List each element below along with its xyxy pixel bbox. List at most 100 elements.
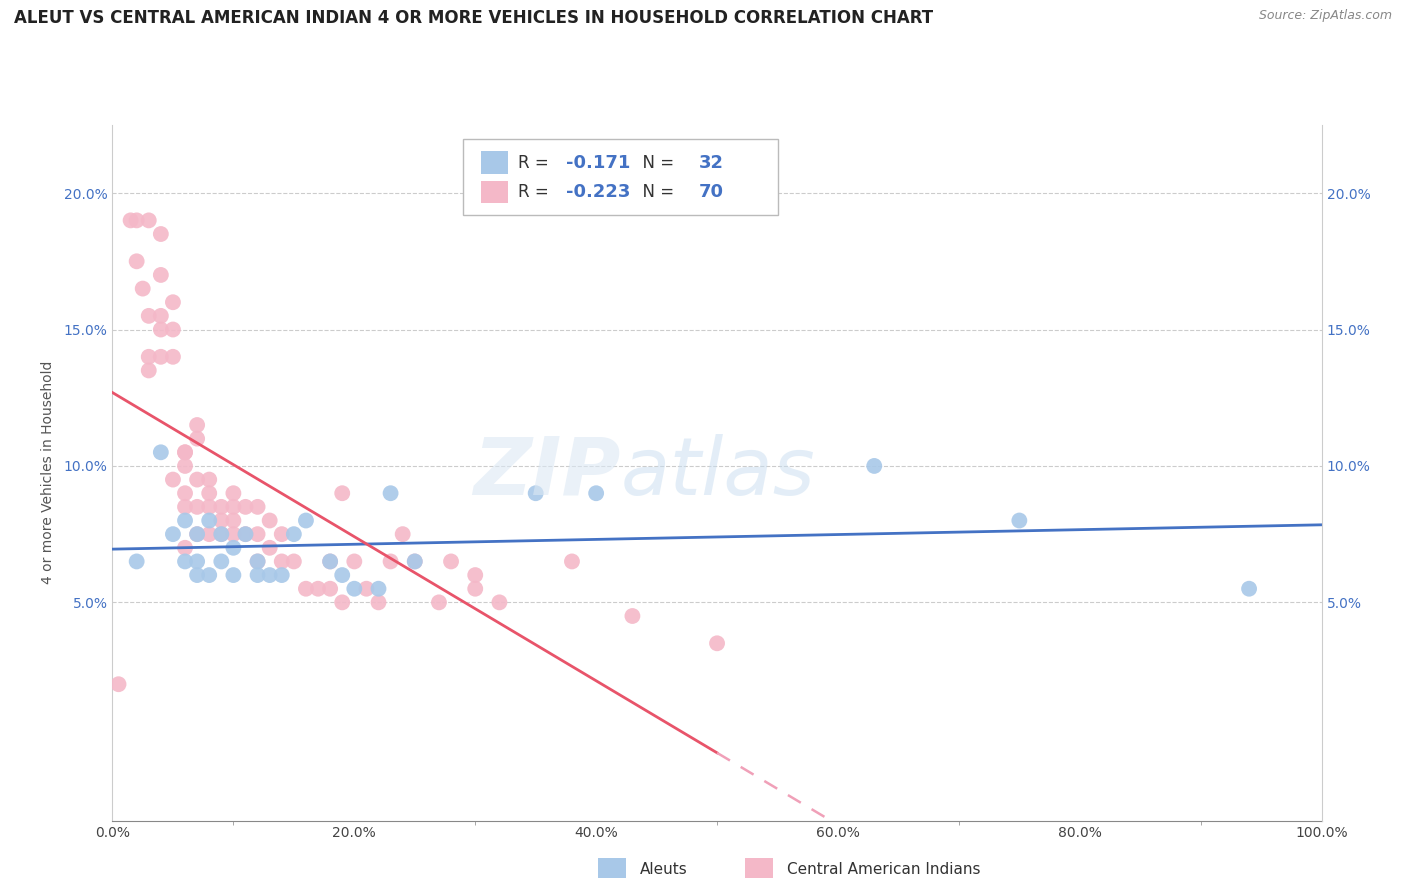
Bar (481, 180, 508, 202)
Text: ZIP: ZIP (472, 434, 620, 512)
Point (585, 486, 607, 500)
Point (198, 473, 221, 487)
Point (174, 554, 197, 568)
Point (295, 514, 318, 528)
Text: R =: R = (517, 154, 554, 172)
Point (186, 500, 208, 514)
Point (246, 527, 269, 541)
Point (283, 527, 305, 541)
Point (863, 458, 886, 473)
Point (222, 568, 245, 582)
Point (186, 417, 208, 432)
Text: N =: N = (633, 154, 679, 172)
Text: 70: 70 (699, 184, 724, 202)
Point (404, 554, 426, 568)
Point (198, 486, 221, 500)
Point (149, 445, 172, 459)
Point (246, 554, 269, 568)
Point (162, 322, 184, 336)
Point (222, 486, 245, 500)
Point (319, 582, 342, 596)
Point (343, 554, 366, 568)
Point (380, 554, 402, 568)
Point (186, 568, 208, 582)
Point (174, 458, 197, 473)
Point (343, 582, 366, 596)
Point (186, 473, 208, 487)
Point (209, 514, 232, 528)
Point (138, 213, 160, 227)
FancyBboxPatch shape (463, 139, 778, 215)
Point (174, 486, 197, 500)
Point (149, 309, 172, 323)
Point (174, 541, 197, 555)
Point (259, 541, 281, 555)
Point (125, 213, 148, 227)
Point (330, 595, 353, 609)
Point (1008, 514, 1031, 528)
Point (391, 527, 413, 541)
Text: N =: N = (633, 184, 679, 202)
Point (132, 282, 155, 296)
Point (621, 609, 644, 624)
Point (270, 554, 292, 568)
Text: Aleuts: Aleuts (640, 863, 688, 877)
Point (120, 213, 142, 227)
Point (222, 527, 245, 541)
Point (162, 350, 184, 364)
Point (235, 527, 257, 541)
Point (222, 541, 245, 555)
Text: -0.223: -0.223 (565, 184, 630, 202)
Point (488, 595, 510, 609)
Point (270, 527, 292, 541)
Point (138, 309, 160, 323)
Point (174, 445, 197, 459)
Point (380, 486, 402, 500)
Point (330, 568, 353, 582)
Point (209, 527, 232, 541)
Point (186, 554, 208, 568)
Point (307, 582, 329, 596)
Text: -0.171: -0.171 (565, 154, 630, 172)
Point (198, 568, 221, 582)
Point (149, 227, 172, 241)
Point (198, 514, 221, 528)
Point (222, 500, 245, 514)
Point (162, 527, 184, 541)
Point (186, 527, 208, 541)
Point (125, 554, 148, 568)
Point (404, 554, 426, 568)
Point (246, 568, 269, 582)
Text: 32: 32 (699, 154, 724, 172)
Point (198, 527, 221, 541)
Text: ALEUT VS CENTRAL AMERICAN INDIAN 4 OR MORE VEHICLES IN HOUSEHOLD CORRELATION CHA: ALEUT VS CENTRAL AMERICAN INDIAN 4 OR MO… (14, 9, 934, 27)
Point (186, 527, 208, 541)
Point (464, 582, 486, 596)
Point (235, 527, 257, 541)
Text: R =: R = (517, 184, 554, 202)
Text: Central American Indians: Central American Indians (787, 863, 981, 877)
Point (440, 554, 463, 568)
Point (706, 636, 728, 650)
Point (174, 514, 197, 528)
Point (209, 527, 232, 541)
Point (174, 445, 197, 459)
Text: atlas: atlas (620, 434, 815, 512)
Point (283, 554, 305, 568)
Text: Source: ZipAtlas.com: Source: ZipAtlas.com (1258, 9, 1392, 22)
Point (367, 595, 389, 609)
Point (138, 350, 160, 364)
Point (235, 500, 257, 514)
Point (209, 500, 232, 514)
Point (125, 254, 148, 268)
Point (330, 486, 353, 500)
Point (367, 582, 389, 596)
Point (427, 595, 450, 609)
Point (561, 554, 583, 568)
Point (246, 500, 269, 514)
Point (107, 677, 129, 691)
Point (198, 500, 221, 514)
Bar (481, 152, 508, 174)
Point (222, 514, 245, 528)
Point (186, 432, 208, 446)
